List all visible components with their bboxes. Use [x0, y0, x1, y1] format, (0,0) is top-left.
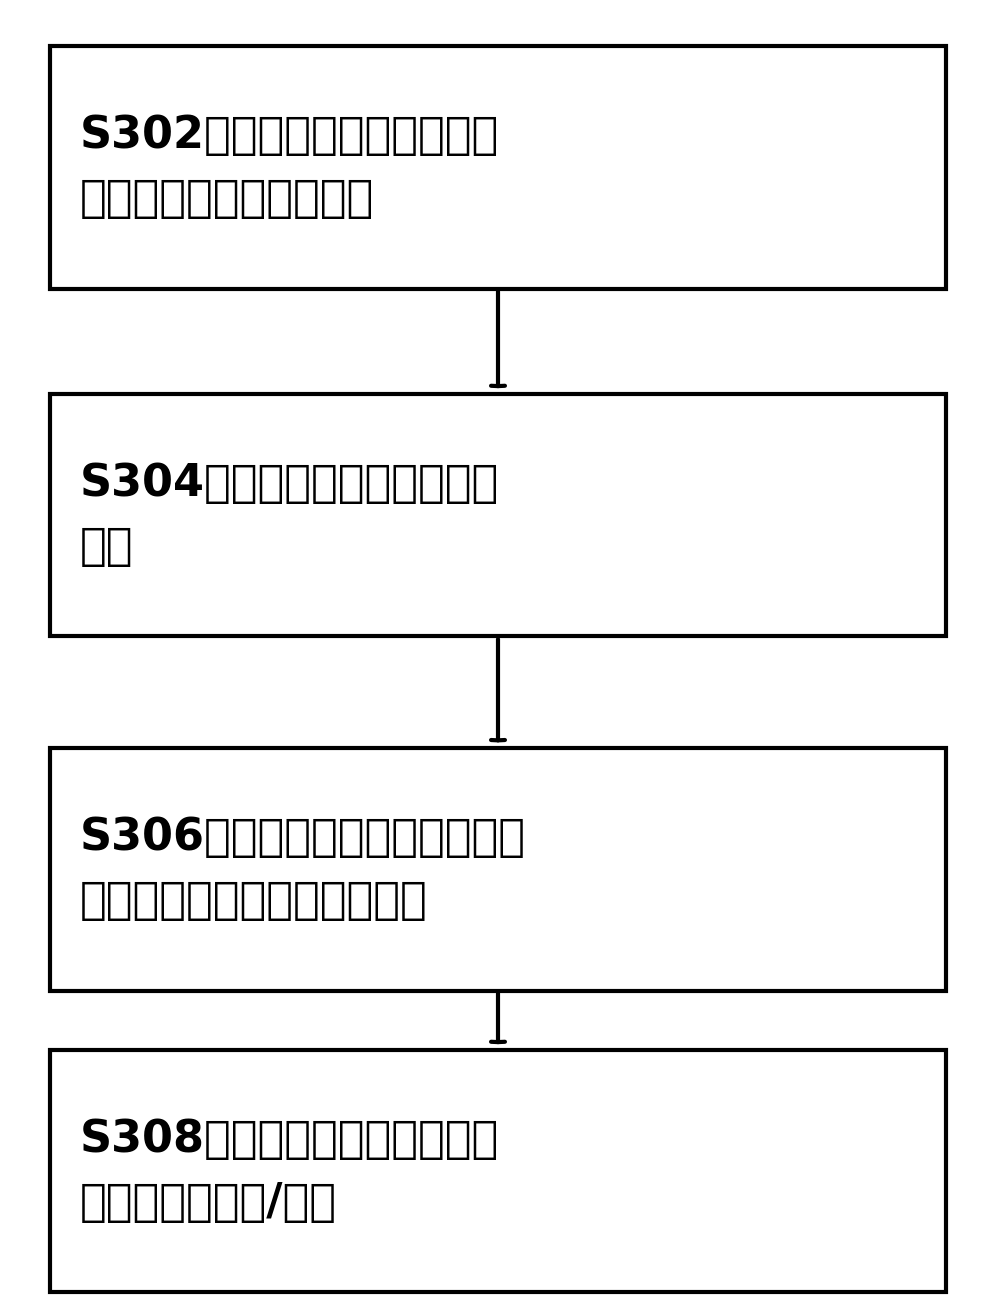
Text: S308使用所选调制格式单元，
实现信号的调制/解调: S308使用所选调制格式单元， 实现信号的调制/解调 — [80, 1118, 499, 1224]
Bar — [50, 748, 946, 991]
Text: S304判断识别输入电信号的总
速率: S304判断识别输入电信号的总 速率 — [80, 462, 499, 568]
Text: S302建立输入电信号总速率与
调制格式之间的对应关系: S302建立输入电信号总速率与 调制格式之间的对应关系 — [80, 114, 499, 220]
Bar — [50, 1050, 946, 1292]
Text: S306根据输入电信号的总速率，
查找对应关系，确定调制格式: S306根据输入电信号的总速率， 查找对应关系，确定调制格式 — [80, 816, 526, 922]
Bar — [50, 394, 946, 636]
Bar — [50, 46, 946, 289]
